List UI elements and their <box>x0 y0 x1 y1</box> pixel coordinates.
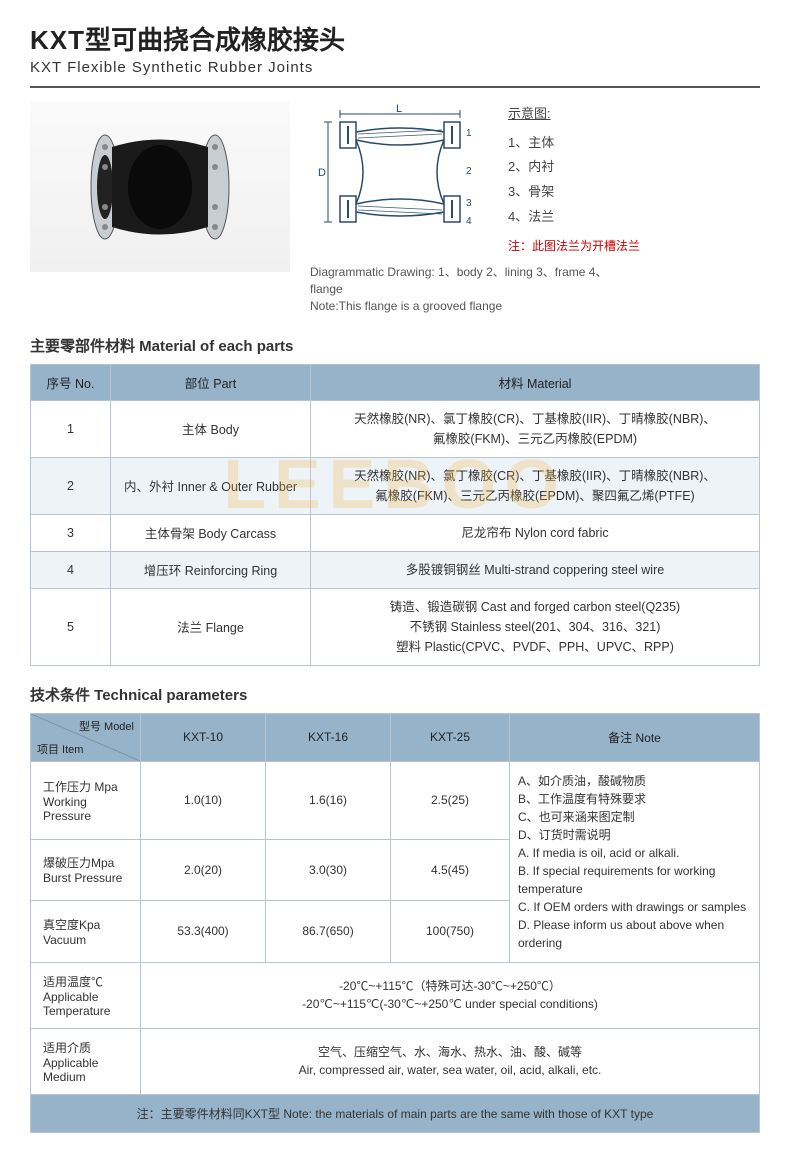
table-row: 3 主体骨架 Body Carcass 尼龙帘布 Nylon cord fabr… <box>31 514 760 551</box>
col-header: KXT-10 <box>141 713 266 761</box>
cell-val: 86.7(650) <box>266 901 391 963</box>
title-prefix: KXT <box>30 25 85 55</box>
cell-val: 1.6(16) <box>266 761 391 839</box>
cell-no: 1 <box>31 400 111 457</box>
cell-medium: 空气、压缩空气、水、海水、热水、油、酸、碱等 Air, compressed a… <box>141 1028 760 1094</box>
cell-material: 天然橡胶(NR)、氯丁橡胶(CR)、丁基橡胶(IIR)、丁晴橡胶(NBR)、 氟… <box>311 457 760 514</box>
table-row: 5 法兰 Flange 铸造、锻造碳钢 Cast and forged carb… <box>31 588 760 665</box>
notes-cell: A、如介质油，酸碱物质 B、工作温度有特殊要求 C、也可来涵来图定制 D、订货时… <box>510 761 760 962</box>
caption-line: Diagrammatic Drawing: 1、body 2、lining 3、… <box>310 264 630 298</box>
cell-material: 尼龙帘布 Nylon cord fabric <box>311 514 760 551</box>
materials-table: 序号 No. 部位 Part 材料 Material 1 主体 Body 天然橡… <box>30 364 760 666</box>
row-label: 真空度Kpa Vacuum <box>31 901 141 963</box>
product-svg <box>50 112 270 262</box>
cell-material: 铸造、锻造碳钢 Cast and forged carbon steel(Q23… <box>311 588 760 665</box>
col-header: KXT-16 <box>266 713 391 761</box>
cell-material: 天然橡胶(NR)、氯丁橡胶(CR)、丁基橡胶(IIR)、丁晴橡胶(NBR)、 氟… <box>311 400 760 457</box>
cell-val: 53.3(400) <box>141 901 266 963</box>
svg-text:4: 4 <box>466 216 472 227</box>
materials-section-title: 主要零部件材料 Material of each parts <box>30 335 760 356</box>
caption-line: Note:This flange is a grooved flange <box>310 298 630 315</box>
cell-part: 内、外衬 Inner & Outer Rubber <box>111 457 311 514</box>
tech-table: 项目 Item 型号 Model KXT-10 KXT-16 KXT-25 备注… <box>30 713 760 1133</box>
legend-item: 1、主体 <box>508 131 640 156</box>
col-header: 备注 Note <box>510 713 760 761</box>
col-header: 材料 Material <box>311 364 760 400</box>
table-row: 4 增压环 Reinforcing Ring 多股镀铜钢丝 Multi-stra… <box>31 551 760 588</box>
table-row: 2 内、外衬 Inner & Outer Rubber 天然橡胶(NR)、氯丁橡… <box>31 457 760 514</box>
cell-no: 2 <box>31 457 111 514</box>
cell-no: 3 <box>31 514 111 551</box>
footer-note: 注：主要零件材料同KXT型 Note: the materials of mai… <box>31 1094 760 1132</box>
cell-val: 3.0(30) <box>266 839 391 900</box>
title-chinese: KXT型可曲挠合成橡胶接头 <box>30 20 760 57</box>
diagram-svg: L D 1 2 3 4 <box>310 102 490 242</box>
cell-no: 4 <box>31 551 111 588</box>
diagram-legend: 示意图: 1、主体 2、内衬 3、骨架 4、法兰 注：此图法兰为开槽法兰 <box>508 102 640 258</box>
cell-part: 主体 Body <box>111 400 311 457</box>
legend-title: 示意图: <box>508 102 640 127</box>
legend-item: 3、骨架 <box>508 180 640 205</box>
table-header-row: 项目 Item 型号 Model KXT-10 KXT-16 KXT-25 备注… <box>31 713 760 761</box>
diagram-column: L D 1 2 3 4 示意图: 1、主体 2、内衬 3、骨架 4、法兰 注：此… <box>310 102 760 258</box>
table-row: 工作压力 Mpa Working Pressure 1.0(10) 1.6(16… <box>31 761 760 839</box>
materials-table-wrap: 序号 No. 部位 Part 材料 Material 1 主体 Body 天然橡… <box>30 364 760 666</box>
row-label: 工作压力 Mpa Working Pressure <box>31 761 141 839</box>
diagram-label-l: L <box>396 103 402 115</box>
table-row: 适用温度℃ Applicable Temperature -20℃~+115℃（… <box>31 962 760 1028</box>
product-photo <box>30 102 290 272</box>
row-label: 爆破压力Mpa Burst Pressure <box>31 839 141 900</box>
tech-section-title: 技术条件 Technical parameters <box>30 684 760 705</box>
svg-text:1: 1 <box>466 128 472 139</box>
svg-text:2: 2 <box>466 166 472 177</box>
legend-item: 4、法兰 <box>508 205 640 230</box>
svg-text:3: 3 <box>466 198 472 209</box>
col-header: KXT-25 <box>391 713 510 761</box>
product-row: L D 1 2 3 4 示意图: 1、主体 2、内衬 3、骨架 4、法兰 注：此… <box>30 102 760 315</box>
cell-val: 4.5(45) <box>391 839 510 900</box>
row-label: 适用介质 Applicable Medium <box>31 1028 141 1094</box>
cell-val: 100(750) <box>391 901 510 963</box>
cell-temp: -20℃~+115℃（特殊可达-30℃~+250℃） -20℃~+115℃(-3… <box>141 962 760 1028</box>
row-label: 适用温度℃ Applicable Temperature <box>31 962 141 1028</box>
diagram-label-d: D <box>318 167 326 179</box>
table-row: 适用介质 Applicable Medium 空气、压缩空气、水、海水、热水、油… <box>31 1028 760 1094</box>
cell-part: 增压环 Reinforcing Ring <box>111 551 311 588</box>
diagonal-header: 项目 Item 型号 Model <box>31 713 141 761</box>
title-suffix: 型可曲挠合成橡胶接头 <box>85 25 345 55</box>
header-divider <box>30 86 760 88</box>
cell-material: 多股镀铜钢丝 Multi-strand coppering steel wire <box>311 551 760 588</box>
table-row: 1 主体 Body 天然橡胶(NR)、氯丁橡胶(CR)、丁基橡胶(IIR)、丁晴… <box>31 400 760 457</box>
cell-part: 法兰 Flange <box>111 588 311 665</box>
title-english: KXT Flexible Synthetic Rubber Joints <box>30 59 760 76</box>
cell-val: 1.0(10) <box>141 761 266 839</box>
legend-item: 2、内衬 <box>508 155 640 180</box>
document-header: KXT型可曲挠合成橡胶接头 KXT Flexible Synthetic Rub… <box>30 20 760 76</box>
col-header: 部位 Part <box>111 364 311 400</box>
diag-item-label: 项目 Item <box>37 741 83 757</box>
diag-model-label: 型号 Model <box>79 718 134 734</box>
table-footer-row: 注：主要零件材料同KXT型 Note: the materials of mai… <box>31 1094 760 1132</box>
cell-no: 5 <box>31 588 111 665</box>
cell-val: 2.5(25) <box>391 761 510 839</box>
legend-note: 注：此图法兰为开槽法兰 <box>508 235 640 258</box>
cell-part: 主体骨架 Body Carcass <box>111 514 311 551</box>
col-header: 序号 No. <box>31 364 111 400</box>
diagram-caption: Diagrammatic Drawing: 1、body 2、lining 3、… <box>310 264 630 314</box>
cell-val: 2.0(20) <box>141 839 266 900</box>
table-header-row: 序号 No. 部位 Part 材料 Material <box>31 364 760 400</box>
